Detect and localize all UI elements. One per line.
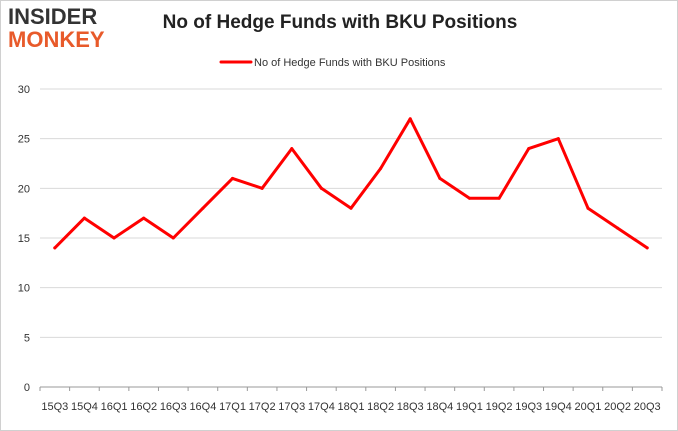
data-point xyxy=(171,236,175,240)
x-tick-label: 20Q1 xyxy=(574,401,601,413)
x-tick-label: 20Q3 xyxy=(634,401,661,413)
x-tick-label: 20Q2 xyxy=(604,401,631,413)
legend-label: No of Hedge Funds with BKU Positions xyxy=(254,57,446,69)
data-point xyxy=(260,186,264,190)
x-tick-label: 17Q4 xyxy=(308,401,335,413)
x-tick-label: 16Q1 xyxy=(101,401,128,413)
data-point xyxy=(497,196,501,200)
data-point xyxy=(319,186,323,190)
data-point xyxy=(645,246,649,250)
data-point xyxy=(53,246,57,250)
x-tick-label: 17Q2 xyxy=(249,401,276,413)
x-tick-label: 15Q3 xyxy=(41,401,68,413)
data-point xyxy=(142,216,146,220)
data-point xyxy=(467,196,471,200)
y-tick-label: 25 xyxy=(18,134,30,146)
x-tick-label: 17Q1 xyxy=(219,401,246,413)
x-tick-label: 18Q2 xyxy=(367,401,394,413)
y-tick-label: 30 xyxy=(18,84,30,96)
x-tick-label: 19Q4 xyxy=(545,401,572,413)
x-tick-label: 16Q2 xyxy=(130,401,157,413)
y-tick-label: 10 xyxy=(18,283,30,295)
x-tick-label: 18Q4 xyxy=(426,401,453,413)
x-tick-label: 19Q3 xyxy=(515,401,542,413)
data-point xyxy=(82,216,86,220)
y-tick-label: 20 xyxy=(18,183,30,195)
data-point xyxy=(379,166,383,170)
data-point xyxy=(586,206,590,210)
data-point xyxy=(616,226,620,230)
data-point xyxy=(527,147,531,151)
data-point xyxy=(408,117,412,121)
y-tick-label: 15 xyxy=(18,233,30,245)
x-tick-label: 19Q2 xyxy=(486,401,513,413)
logo-text-bottom: MONKEY xyxy=(8,27,105,52)
logo-text-top: INSIDER xyxy=(8,4,98,29)
data-point xyxy=(231,176,235,180)
data-point xyxy=(349,206,353,210)
data-point xyxy=(438,176,442,180)
data-point xyxy=(112,236,116,240)
x-tick-label: 18Q3 xyxy=(397,401,424,413)
x-tick-label: 16Q4 xyxy=(189,401,216,413)
insider-monkey-logo: INSIDER MONKEY xyxy=(8,6,126,54)
data-point xyxy=(556,137,560,141)
x-tick-label: 15Q4 xyxy=(71,401,98,413)
chart-title: No of Hedge Funds with BKU Positions xyxy=(162,12,518,33)
x-tick-label: 19Q1 xyxy=(456,401,483,413)
data-point xyxy=(201,206,205,210)
y-tick-label: 0 xyxy=(24,382,30,394)
x-tick-label: 17Q3 xyxy=(278,401,305,413)
x-tick-label: 18Q1 xyxy=(338,401,365,413)
x-tick-label: 16Q3 xyxy=(160,401,187,413)
data-point xyxy=(290,147,294,151)
y-tick-label: 5 xyxy=(24,332,30,344)
